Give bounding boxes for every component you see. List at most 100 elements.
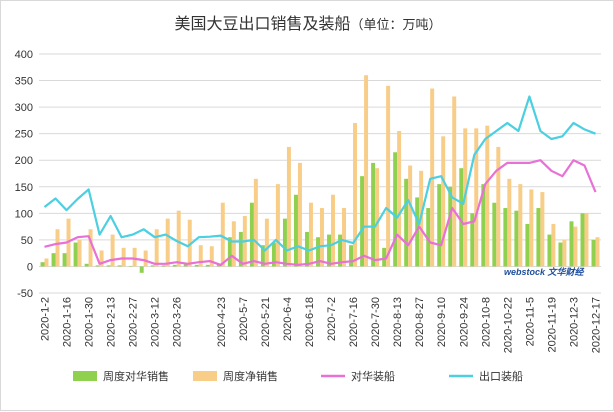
bar-china-sales bbox=[448, 186, 453, 267]
bar-china-sales bbox=[139, 266, 144, 273]
bar-net-sales bbox=[99, 250, 104, 267]
x-tick-label: 2020-11-5 bbox=[524, 297, 536, 346]
bar-net-sales bbox=[132, 247, 137, 267]
x-tick-label: 2020-12-17 bbox=[590, 297, 602, 353]
bar-china-sales bbox=[293, 194, 298, 267]
bar-china-sales bbox=[371, 162, 376, 267]
watermark: webstock 文华财经 bbox=[504, 267, 586, 277]
bar-china-sales bbox=[558, 242, 563, 267]
bar-china-sales bbox=[547, 234, 552, 267]
bar-net-sales bbox=[408, 165, 413, 267]
bar-net-sales bbox=[320, 208, 324, 267]
bar-china-sales bbox=[238, 231, 243, 267]
y-tick-label: 150 bbox=[15, 182, 33, 194]
bar-net-sales bbox=[584, 213, 589, 267]
bar-china-sales bbox=[470, 213, 475, 267]
bar-china-sales bbox=[172, 264, 177, 267]
bar-china-sales bbox=[503, 208, 508, 267]
y-tick-label: 100 bbox=[15, 208, 33, 220]
bar-china-sales bbox=[282, 218, 287, 267]
x-axis: 2020-1-2 2020-1-16 2020-1-30 2020-2-13 2020-… bbox=[40, 297, 603, 353]
bar-net-sales bbox=[77, 239, 82, 267]
bar-net-sales bbox=[595, 237, 600, 267]
bar-china-sales bbox=[128, 265, 133, 267]
bar-china-sales bbox=[183, 263, 188, 267]
bar-net-sales bbox=[143, 250, 148, 267]
bar-china-sales bbox=[260, 245, 265, 267]
bar-net-sales bbox=[375, 168, 380, 267]
bar-china-sales bbox=[481, 184, 486, 267]
legend-label: 出口装船 bbox=[479, 369, 523, 383]
legend-swatch bbox=[73, 371, 97, 381]
y-tick-label: 200 bbox=[15, 155, 33, 167]
x-tick-label: 2020-9-24 bbox=[458, 297, 470, 347]
bar-net-sales bbox=[308, 202, 313, 267]
bar-net-sales bbox=[165, 218, 170, 267]
bar-net-sales bbox=[342, 208, 347, 267]
bar-net-sales bbox=[55, 229, 60, 267]
watermark-text: webstock 文华财经 bbox=[504, 267, 586, 277]
bar-china-sales bbox=[194, 264, 199, 267]
bar-net-sales bbox=[474, 128, 479, 267]
bar-net-sales bbox=[496, 146, 501, 267]
x-tick-label: 2020-2-27 bbox=[128, 297, 140, 347]
x-tick-label: 2020-7-30 bbox=[370, 297, 382, 347]
y-axis: 400 350 300 250 200 150 100 50 0 -50 bbox=[15, 49, 33, 300]
bar-china-sales bbox=[404, 178, 409, 267]
bar-net-sales bbox=[364, 75, 369, 267]
bar-net-sales bbox=[220, 202, 225, 267]
bar-china-sales bbox=[106, 265, 111, 267]
line-series bbox=[43, 95, 597, 266]
legend-label: 周度净销售 bbox=[223, 369, 278, 383]
bar-china-sales bbox=[580, 213, 585, 267]
bar-net-sales bbox=[441, 136, 446, 267]
x-tick-label: 2020-4-23 bbox=[216, 297, 228, 347]
bar-net-sales bbox=[507, 178, 512, 267]
bar-china-sales bbox=[249, 202, 254, 267]
x-tick-label: 2020-10-8 bbox=[480, 297, 492, 347]
x-tick-label: 2020-7-2 bbox=[326, 297, 338, 341]
x-tick-label: 2020-6-18 bbox=[304, 297, 316, 347]
bar-china-sales bbox=[271, 242, 276, 267]
bar-net-sales bbox=[573, 226, 578, 267]
bar-net-sales bbox=[562, 239, 567, 267]
y-tick-label: 50 bbox=[21, 235, 33, 247]
legend: 周度对华销售 周度净销售 对华装船 出口装船 bbox=[73, 369, 523, 383]
bar-china-sales bbox=[117, 265, 122, 267]
bar-net-sales bbox=[297, 162, 302, 267]
bar-china-sales bbox=[84, 263, 89, 267]
bar-china-sales bbox=[316, 237, 320, 267]
legend-swatch bbox=[193, 371, 217, 381]
x-tick-label: 2020-11-19 bbox=[546, 297, 558, 352]
line-china-shipments bbox=[44, 159, 597, 266]
bar-china-sales bbox=[227, 237, 232, 267]
y-tick-label: 0 bbox=[27, 261, 33, 273]
bar-china-sales bbox=[161, 265, 166, 267]
bar-china-sales bbox=[569, 221, 574, 267]
line-export-shipments bbox=[43, 95, 596, 252]
bar-net-sales bbox=[209, 246, 214, 267]
legend-label: 对华装船 bbox=[351, 369, 395, 383]
bar-china-sales bbox=[51, 253, 56, 267]
bar-net-sales bbox=[485, 125, 490, 267]
x-tick-label: 2020-5-21 bbox=[260, 297, 272, 347]
bar-china-sales bbox=[426, 208, 431, 267]
bar-net-sales bbox=[353, 123, 358, 267]
y-tick-label: 400 bbox=[15, 49, 33, 61]
bar-china-sales bbox=[73, 242, 78, 267]
bar-china-sales bbox=[205, 264, 210, 267]
bar-net-sales bbox=[551, 223, 556, 267]
y-tick-label: -50 bbox=[17, 288, 33, 300]
bar-china-sales bbox=[150, 265, 155, 267]
x-tick-label: 2020-3-26 bbox=[172, 297, 184, 347]
bar-net-sales bbox=[529, 189, 534, 267]
bar-net-sales bbox=[121, 247, 126, 267]
bar-china-sales bbox=[62, 253, 67, 267]
x-tick-label: 2020-8-13 bbox=[392, 297, 404, 347]
x-tick-label: 2020-9-10 bbox=[436, 297, 448, 347]
bar-net-sales bbox=[518, 184, 523, 267]
y-tick-label: 300 bbox=[15, 102, 33, 114]
bar-net-sales bbox=[275, 184, 280, 267]
